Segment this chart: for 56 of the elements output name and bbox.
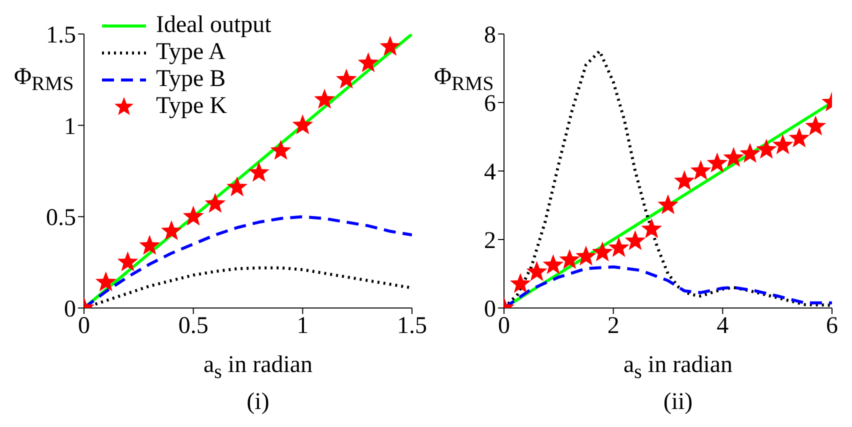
- point: [161, 220, 182, 240]
- text: (ii): [662, 388, 694, 417]
- y-tick-label: 0: [484, 296, 496, 323]
- point: [723, 146, 744, 167]
- y-tick-label: 0.5: [46, 205, 76, 232]
- y-tick-label: 1.5: [46, 22, 76, 49]
- y-tick-label: 1: [64, 114, 76, 140]
- point: [226, 176, 248, 196]
- point: [117, 251, 138, 272]
- point: [706, 152, 728, 172]
- legend-label: Ideal output: [156, 12, 272, 39]
- point: [314, 88, 335, 109]
- point: [805, 115, 826, 136]
- point: [624, 230, 646, 250]
- point: [526, 261, 548, 281]
- point: [788, 127, 810, 148]
- point: [204, 192, 226, 213]
- point: [95, 271, 116, 292]
- point: [690, 160, 712, 180]
- y-axis-title: Φ$_{RMS}$: [14, 64, 74, 96]
- x-tick-label: 2: [607, 313, 620, 340]
- x-axis-title: a$_{s}$ in radian: [622, 351, 734, 385]
- point: [608, 237, 630, 257]
- point: [510, 273, 531, 293]
- legend-label: Type B: [156, 66, 226, 93]
- point: [380, 36, 401, 56]
- point: [182, 206, 204, 226]
- point: [576, 246, 596, 266]
- point: [740, 142, 760, 163]
- point: [772, 134, 794, 154]
- point: [756, 138, 777, 159]
- point: [559, 249, 580, 269]
- x-tick-label: 1: [296, 313, 309, 340]
- point: [248, 162, 270, 182]
- point: [292, 114, 314, 134]
- text: (i): [246, 388, 270, 417]
- x-tick-label: 4: [716, 313, 729, 340]
- y-tick-label: 4: [484, 160, 496, 186]
- point: [358, 52, 379, 72]
- point: [674, 170, 695, 190]
- point: [592, 242, 613, 262]
- point: [658, 194, 678, 214]
- x-axis-title: a$_{s}$ in radian: [202, 351, 314, 385]
- point: [336, 68, 357, 89]
- x-tick-label: 1.5: [397, 313, 427, 340]
- y-tick-label: 2: [484, 228, 496, 254]
- point: [542, 254, 564, 274]
- point: [139, 234, 160, 255]
- x-tick-label: 0.5: [178, 313, 208, 340]
- point: [641, 218, 662, 238]
- y-tick-label: 0: [64, 296, 76, 323]
- y-tick-label: 8: [484, 22, 496, 49]
- point: [270, 140, 292, 160]
- legend-label: Type K: [156, 93, 227, 120]
- legend-label: Type A: [156, 39, 226, 66]
- x-tick-label: 6: [826, 313, 838, 340]
